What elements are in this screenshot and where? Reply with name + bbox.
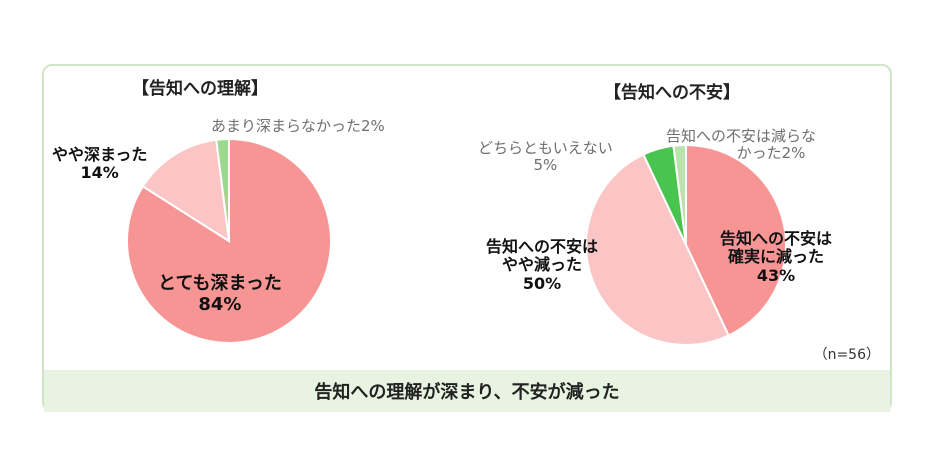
slice-label-somewhat-reduced: 告知への不安は やや減った 50% bbox=[486, 237, 599, 293]
slice-label-surely-reduced: 告知への不安は 確実に減った 43% bbox=[720, 229, 833, 285]
conclusion-banner: 告知への理解が深まり、不安が減った bbox=[44, 370, 890, 412]
slice-label-neutral: どちらともいえない 5% bbox=[478, 139, 613, 175]
slice-label-somewhat-deepened: やや深まった 14% bbox=[52, 145, 148, 183]
pie-slice-3 bbox=[672, 143, 687, 246]
slice-label-not-reduced: 告知への不安は減らな かった2% bbox=[666, 127, 817, 163]
pie-slice-1 bbox=[141, 138, 231, 243]
chart-title-understanding: 【告知への理解】 bbox=[132, 79, 268, 99]
pie-chart-understanding bbox=[126, 137, 332, 344]
pie-slice-2 bbox=[215, 137, 230, 242]
pie-chart-anxiety bbox=[585, 143, 787, 346]
conclusion-text: 告知への理解が深まり、不安が減った bbox=[314, 382, 620, 403]
chart-title-anxiety: 【告知への不安】 bbox=[604, 83, 740, 103]
sample-size-note: （n=56） bbox=[813, 347, 880, 363]
pie-slice-0 bbox=[685, 143, 787, 337]
slice-label-very-deepened: とても深まった 84% bbox=[158, 273, 282, 315]
pie-slice-1 bbox=[585, 153, 730, 346]
slice-label-not-deepened: あまり深まらなかった2% bbox=[211, 117, 385, 135]
